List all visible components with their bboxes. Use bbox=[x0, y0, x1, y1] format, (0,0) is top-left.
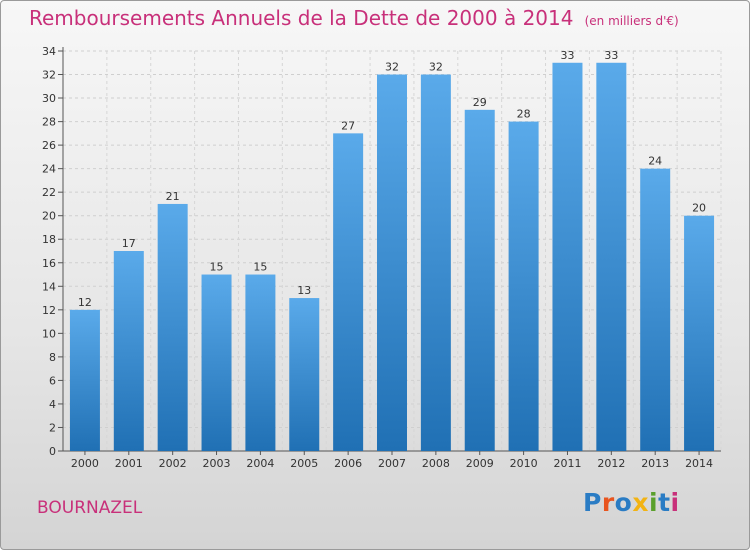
logo-letter: P bbox=[583, 488, 602, 517]
x-tick-label: 2008 bbox=[422, 457, 450, 470]
bar-value-label: 12 bbox=[78, 296, 92, 309]
x-tick-label: 2003 bbox=[203, 457, 231, 470]
bar-2005 bbox=[289, 298, 320, 451]
x-tick-label: 2010 bbox=[510, 457, 538, 470]
bar-value-label: 27 bbox=[341, 119, 355, 132]
bar-value-label: 28 bbox=[517, 108, 531, 121]
y-tick-label: 30 bbox=[42, 92, 56, 105]
bar-2013 bbox=[640, 168, 671, 451]
x-tick-label: 2007 bbox=[378, 457, 406, 470]
bar-value-label: 29 bbox=[473, 96, 487, 109]
title-text: Remboursements Annuels de la Dette de 20… bbox=[29, 6, 574, 30]
bar-2006 bbox=[333, 133, 364, 451]
bar-2003 bbox=[201, 274, 232, 451]
x-tick-label: 2006 bbox=[334, 457, 362, 470]
bar-value-label: 13 bbox=[297, 284, 311, 297]
logo-letter: t bbox=[658, 488, 671, 517]
y-tick-label: 14 bbox=[42, 280, 56, 293]
bar-value-label: 32 bbox=[385, 61, 399, 74]
y-tick-label: 8 bbox=[49, 351, 56, 364]
x-tick-label: 2014 bbox=[685, 457, 713, 470]
y-tick-label: 26 bbox=[42, 139, 56, 152]
bar-value-label: 33 bbox=[604, 49, 618, 62]
logo-letter: o bbox=[614, 488, 633, 517]
bar-2007 bbox=[377, 74, 407, 451]
commune-name: BOURNAZEL bbox=[37, 498, 143, 518]
y-tick-label: 6 bbox=[49, 374, 56, 387]
x-tick-label: 2001 bbox=[115, 457, 143, 470]
y-tick-label: 10 bbox=[42, 327, 56, 340]
bar-value-label: 32 bbox=[429, 61, 443, 74]
bar-value-label: 33 bbox=[560, 49, 574, 62]
bar-value-label: 15 bbox=[253, 261, 267, 274]
bar-2012 bbox=[596, 62, 627, 451]
x-tick-label: 2009 bbox=[466, 457, 494, 470]
x-tick-label: 2011 bbox=[553, 457, 581, 470]
logo-letter: i bbox=[649, 488, 659, 517]
bar-2004 bbox=[245, 274, 276, 451]
y-tick-label: 32 bbox=[42, 69, 56, 82]
y-tick-label: 18 bbox=[42, 233, 56, 246]
x-tick-label: 2004 bbox=[246, 457, 274, 470]
y-tick-label: 12 bbox=[42, 304, 56, 317]
y-tick-label: 4 bbox=[49, 398, 56, 411]
x-tick-label: 2012 bbox=[597, 457, 625, 470]
y-tick-label: 0 bbox=[49, 445, 56, 458]
chart-title: Remboursements Annuels de la Dette de 20… bbox=[29, 6, 679, 30]
bar-2010 bbox=[508, 121, 539, 452]
logo-letter: r bbox=[601, 488, 615, 517]
bar-value-label: 21 bbox=[166, 190, 180, 203]
bar-2001 bbox=[113, 251, 144, 451]
x-tick-label: 2000 bbox=[71, 457, 99, 470]
bar-2000 bbox=[69, 309, 100, 451]
logo-letter: i bbox=[670, 488, 680, 517]
bar-value-label: 20 bbox=[692, 202, 706, 215]
bar-value-label: 15 bbox=[210, 261, 224, 274]
y-tick-label: 20 bbox=[42, 210, 56, 223]
bar-2011 bbox=[552, 62, 583, 451]
y-tick-label: 28 bbox=[42, 116, 56, 129]
logo-letter: x bbox=[632, 488, 649, 517]
bar-value-label: 17 bbox=[122, 237, 136, 250]
bar-2009 bbox=[464, 109, 495, 451]
bar-value-label: 24 bbox=[648, 155, 662, 168]
x-tick-label: 2013 bbox=[641, 457, 669, 470]
y-tick-label: 22 bbox=[42, 186, 56, 199]
proxiti-logo: Proxiti bbox=[583, 488, 680, 517]
y-tick-label: 2 bbox=[49, 421, 56, 434]
bar-2002 bbox=[157, 203, 188, 451]
unit-text: (en milliers d'€) bbox=[584, 14, 679, 28]
x-tick-label: 2002 bbox=[159, 457, 187, 470]
y-tick-label: 34 bbox=[42, 45, 56, 58]
y-tick-label: 24 bbox=[42, 163, 56, 176]
x-tick-label: 2005 bbox=[290, 457, 318, 470]
bar-2008 bbox=[420, 74, 451, 451]
bar-2014 bbox=[684, 215, 715, 451]
y-tick-label: 16 bbox=[42, 257, 56, 270]
